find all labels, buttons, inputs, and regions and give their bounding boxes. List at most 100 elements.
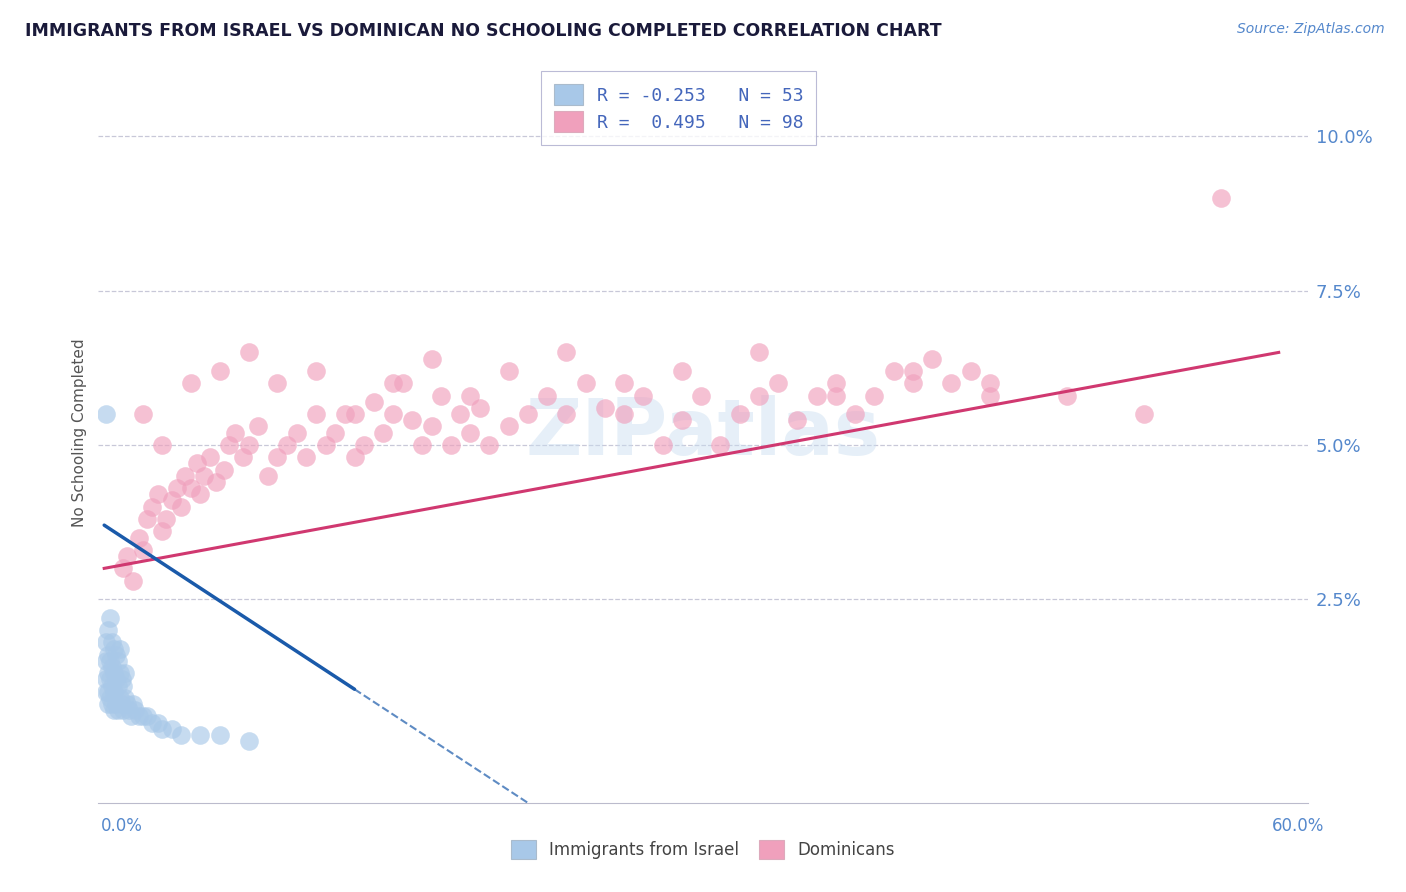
Point	[131, 709, 153, 723]
Point	[555, 407, 578, 421]
Point	[343, 407, 366, 421]
Point	[141, 715, 163, 730]
Point	[107, 703, 129, 717]
Point	[198, 450, 221, 465]
Point	[101, 635, 124, 649]
Point	[901, 376, 924, 391]
Point	[104, 673, 127, 687]
Point	[97, 685, 120, 699]
Point	[276, 438, 298, 452]
Point	[97, 623, 120, 637]
Point	[97, 648, 120, 662]
Point	[238, 345, 260, 359]
Point	[373, 425, 395, 440]
Point	[266, 450, 288, 465]
Point	[160, 493, 183, 508]
Point	[295, 450, 318, 465]
Point	[212, 462, 235, 476]
Y-axis label: No Schooling Completed: No Schooling Completed	[72, 338, 87, 527]
Point	[478, 438, 501, 452]
Point	[671, 413, 693, 427]
Point	[555, 345, 578, 359]
Point	[124, 703, 146, 717]
Point	[411, 438, 433, 452]
Point	[107, 654, 129, 668]
Point	[921, 351, 943, 366]
Point	[285, 425, 308, 440]
Point	[305, 364, 328, 378]
Point	[160, 722, 183, 736]
Point	[401, 413, 423, 427]
Point	[170, 500, 193, 514]
Point	[1209, 191, 1232, 205]
Point	[117, 697, 139, 711]
Point	[363, 394, 385, 409]
Point	[651, 438, 673, 452]
Point	[238, 438, 260, 452]
Point	[103, 685, 125, 699]
Point	[353, 438, 375, 452]
Point	[205, 475, 228, 489]
Point	[150, 722, 173, 736]
Point	[498, 419, 520, 434]
Text: 60.0%: 60.0%	[1272, 817, 1324, 835]
Point	[120, 709, 142, 723]
Point	[98, 673, 121, 687]
Point	[420, 419, 443, 434]
Point	[112, 679, 135, 693]
Point	[108, 690, 131, 705]
Point	[146, 715, 169, 730]
Point	[382, 376, 405, 391]
Point	[155, 512, 177, 526]
Point	[193, 468, 215, 483]
Point	[174, 468, 197, 483]
Point	[748, 345, 770, 359]
Point	[232, 450, 254, 465]
Point	[101, 660, 124, 674]
Point	[440, 438, 463, 452]
Point	[323, 425, 346, 440]
Point	[247, 419, 270, 434]
Point	[118, 703, 141, 717]
Point	[516, 407, 538, 421]
Point	[170, 728, 193, 742]
Point	[141, 500, 163, 514]
Point	[941, 376, 963, 391]
Point	[97, 697, 120, 711]
Point	[94, 407, 117, 421]
Point	[979, 388, 1001, 402]
Point	[190, 487, 212, 501]
Legend: Immigrants from Israel, Dominicans: Immigrants from Israel, Dominicans	[502, 831, 904, 868]
Point	[690, 388, 713, 402]
Point	[108, 641, 131, 656]
Point	[122, 574, 145, 588]
Point	[728, 407, 751, 421]
Point	[266, 376, 288, 391]
Point	[748, 388, 770, 402]
Point	[146, 487, 169, 501]
Point	[382, 407, 405, 421]
Point	[135, 709, 157, 723]
Point	[128, 709, 150, 723]
Point	[94, 635, 117, 649]
Point	[98, 690, 121, 705]
Text: Source: ZipAtlas.com: Source: ZipAtlas.com	[1237, 22, 1385, 37]
Point	[458, 388, 481, 402]
Point	[574, 376, 596, 391]
Point	[112, 703, 135, 717]
Point	[122, 697, 145, 711]
Point	[128, 531, 150, 545]
Point	[238, 734, 260, 748]
Point	[98, 654, 121, 668]
Point	[449, 407, 471, 421]
Point	[208, 364, 231, 378]
Point	[959, 364, 981, 378]
Point	[593, 401, 616, 415]
Point	[110, 673, 132, 687]
Point	[103, 666, 125, 681]
Point	[333, 407, 356, 421]
Point	[806, 388, 828, 402]
Point	[94, 685, 117, 699]
Point	[186, 457, 208, 471]
Point	[613, 376, 636, 391]
